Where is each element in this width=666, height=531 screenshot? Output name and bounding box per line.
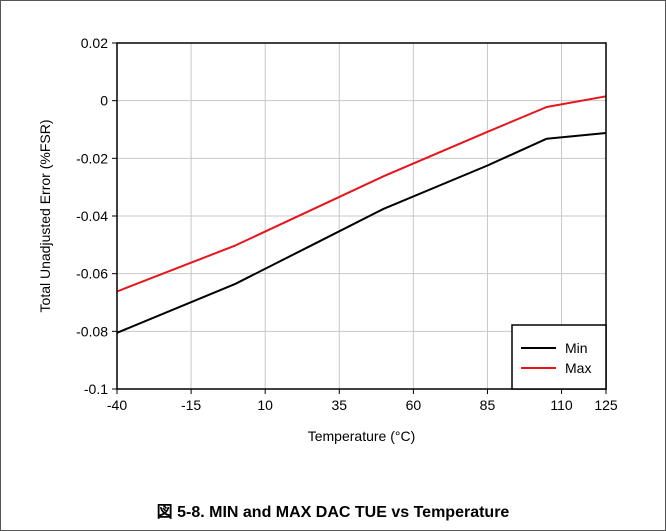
y-axis-ticks: 0.02 0 -0.02 -0.04 -0.06 -0.08 -0.1 <box>76 35 117 397</box>
y-tick-label: -0.06 <box>76 266 108 282</box>
legend-label-max: Max <box>565 360 591 376</box>
y-tick-label: -0.04 <box>76 208 108 224</box>
series-line-max <box>116 95 607 293</box>
y-tick-label: -0.02 <box>76 150 108 166</box>
legend-box <box>511 324 607 390</box>
y-tick-label: -0.08 <box>76 323 108 339</box>
x-tick-label: -15 <box>181 397 201 413</box>
y-tick-label: 0.02 <box>81 35 108 51</box>
x-tick-label: 35 <box>331 397 347 413</box>
x-axis-ticks: -40 -15 10 35 60 85 110 125 <box>107 389 618 413</box>
y-axis-title: Total Unadjusted Error (%FSR) <box>37 120 53 313</box>
x-axis-title: Temperature (°C) <box>308 428 416 444</box>
legend-label-min: Min <box>565 340 588 356</box>
x-tick-label: 60 <box>406 397 422 413</box>
x-tick-label: 125 <box>594 397 618 413</box>
x-tick-label: 110 <box>550 397 573 413</box>
plot-area-border <box>116 42 607 390</box>
y-tick-label: -0.1 <box>84 381 108 397</box>
figure-caption: 図 5-8. MIN and MAX DAC TUE vs Temperatur… <box>156 504 510 521</box>
grid <box>116 42 607 390</box>
series-lines <box>116 95 607 334</box>
x-tick-label: -40 <box>107 397 127 413</box>
legend: Min Max <box>511 324 607 390</box>
chart: 0.02 0 -0.02 -0.04 -0.06 -0.08 -0.1 -40 -15 10 35… <box>37 35 618 444</box>
x-tick-label: 10 <box>257 397 273 413</box>
x-tick-label: 85 <box>480 397 496 413</box>
series-line-min <box>116 132 607 334</box>
y-tick-label: 0 <box>100 93 108 109</box>
